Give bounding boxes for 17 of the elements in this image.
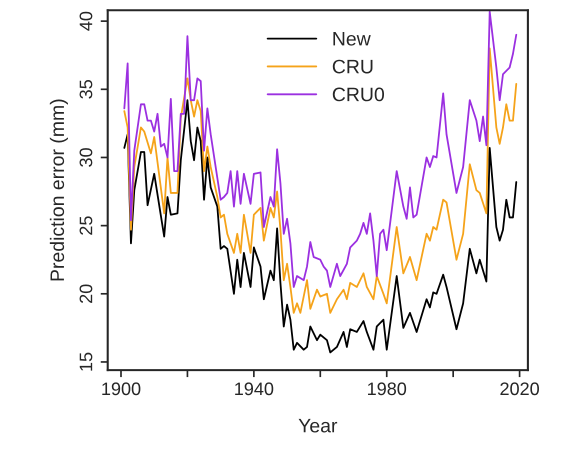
y-tick-label: 40 [80, 12, 92, 31]
y-tick-label: 35 [80, 80, 92, 99]
y-tick-label: 25 [80, 216, 92, 235]
y-tick-label: 30 [80, 148, 92, 167]
legend-label: CRU [332, 60, 372, 74]
x-tick-label: 2020 [500, 382, 539, 396]
legend-label: New [333, 32, 371, 46]
legend-label: CRU0 [332, 88, 384, 102]
line-series [123, 10, 518, 288]
line-series [123, 47, 518, 314]
y-axis-title: Prediction error (mm) [50, 100, 68, 280]
x-tick-label: 1980 [368, 382, 406, 396]
y-tick-label: 15 [80, 352, 92, 371]
x-tick-label: 1900 [102, 382, 140, 396]
x-tick-label: 1940 [235, 382, 274, 396]
x-axis-title: Year [298, 418, 338, 433]
y-tick-label: 20 [80, 284, 92, 303]
